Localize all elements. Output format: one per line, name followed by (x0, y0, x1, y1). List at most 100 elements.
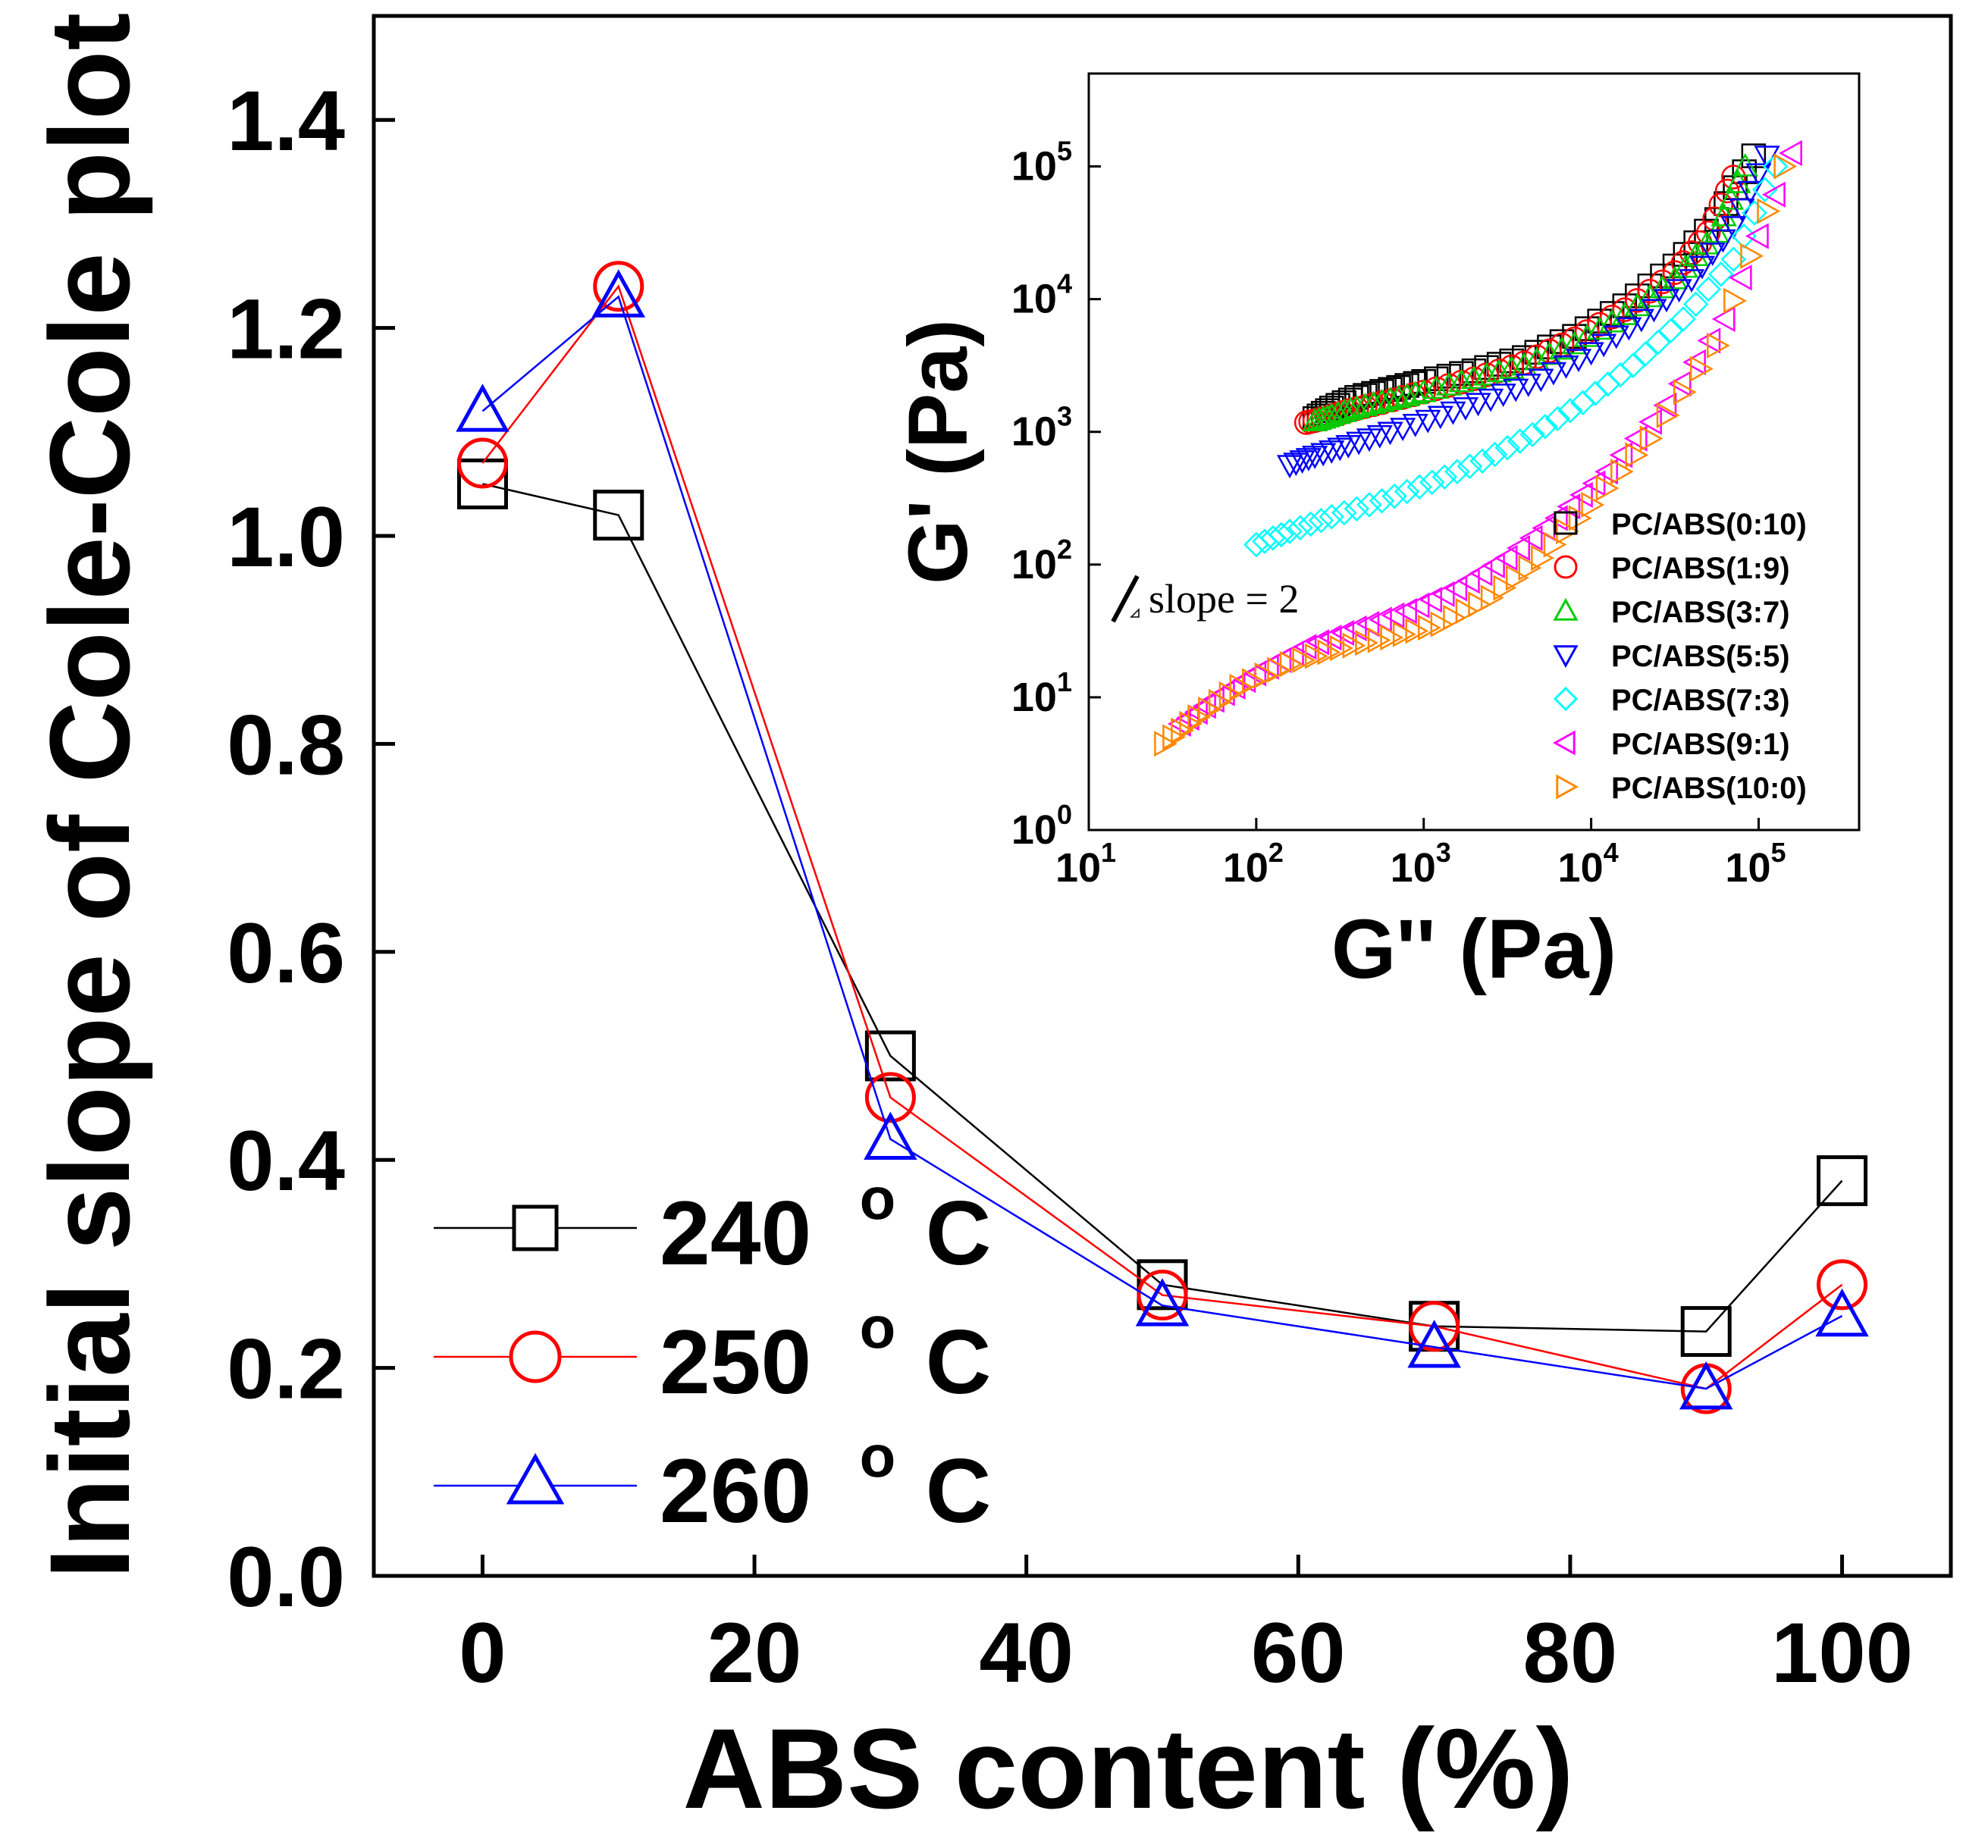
inset-data-point (1431, 581, 1455, 607)
inset-data-point (1229, 673, 1253, 700)
tick-base: 10 (1223, 845, 1268, 891)
inset-data-point (1385, 384, 1412, 409)
inset-data-point (1723, 287, 1747, 314)
inset-data-point (1302, 446, 1328, 469)
data-point (1679, 1361, 1733, 1410)
inset-data-point (1637, 278, 1663, 304)
inset-legend-label: PC/ABS(5:5) (1611, 640, 1790, 673)
inset-chart: G'' (Pa) G' (Pa) 101 102 103 104 10510010110… (892, 72, 1861, 996)
data-point (1409, 1301, 1460, 1352)
inset-data-point (1360, 390, 1387, 415)
inset-data-point (1591, 334, 1617, 358)
inset-data-point (1557, 397, 1583, 424)
inset-data-point (1695, 276, 1721, 302)
inset-data-point (1565, 349, 1592, 373)
inset-data-point (1728, 265, 1752, 291)
data-point (1817, 1155, 1868, 1207)
data-point (1135, 1278, 1190, 1326)
inset-data-point (1624, 293, 1651, 317)
main-y-tick-label: 1.4 (227, 74, 345, 168)
slope-line (1111, 575, 1140, 623)
inset-data-point (1415, 409, 1441, 434)
inset-data-point (1519, 525, 1543, 551)
inset-data-point (1519, 421, 1546, 448)
inset-data-point (1518, 555, 1542, 581)
inset-data-point (1452, 397, 1479, 421)
main-x-tick-label: 40 (979, 1605, 1074, 1700)
slope-triangle-icon (1130, 608, 1140, 618)
inset-data-point (1603, 325, 1629, 349)
inset-data-point (1636, 283, 1663, 308)
inset-y-tick-label: 105 (1011, 136, 1072, 189)
inset-data-point (1616, 317, 1642, 341)
inset-data-point (1543, 531, 1567, 558)
inset-data-point (1679, 269, 1705, 293)
inset-data-point (1308, 507, 1334, 534)
data-point (456, 437, 508, 489)
inset-data-point (1751, 177, 1778, 202)
inset-data-point (1440, 401, 1466, 425)
tick-base: 10 (1011, 144, 1057, 189)
inset-data-point (1650, 269, 1675, 295)
tick-exponent: 2 (1057, 534, 1072, 565)
tick-base: 10 (1011, 807, 1057, 853)
main-x-tick-label: 100 (1771, 1605, 1913, 1700)
inset-data-point (1505, 565, 1529, 591)
inset-x-tick-label: 101 (1055, 837, 1116, 891)
inset-data-point (1369, 388, 1395, 412)
inset-data-point (1319, 440, 1345, 464)
inset-data-point (1469, 560, 1493, 587)
inset-data-point (1515, 374, 1541, 397)
inset-data-point (1710, 229, 1736, 253)
tick-base: 10 (1011, 675, 1057, 720)
legend-label-240: 240 o C (660, 1137, 991, 1284)
legend-marker-square (512, 1204, 559, 1251)
inset-data-point (1682, 291, 1709, 317)
inset-data-point (1673, 379, 1697, 406)
tick-exponent: 5 (1057, 136, 1072, 167)
tick-base: 10 (1055, 845, 1101, 891)
inset-data-point (1682, 349, 1706, 375)
inset-data-point (1480, 584, 1504, 611)
inset-data-point (1179, 710, 1203, 738)
inset-data-point (1342, 632, 1366, 659)
inset-data-point (1732, 152, 1758, 177)
inset-y-tick-label: 101 (1011, 666, 1072, 720)
main-y-tick-label: 0.4 (227, 1113, 345, 1208)
legend-entry-260: 260 o C (434, 1423, 991, 1542)
inset-data-point (1578, 342, 1604, 366)
tick-exponent: 4 (1604, 837, 1619, 868)
inset-legend-label: PC/ABS(10:0) (1611, 772, 1807, 805)
inset-data-point (1431, 464, 1458, 490)
inset-data-point (1493, 575, 1517, 601)
inset-legend-label: PC/ABS(1:9) (1611, 552, 1790, 585)
inset-data-point (1283, 453, 1309, 477)
inset-data-point (1599, 305, 1625, 330)
inset-data-point (1610, 459, 1634, 485)
inset-data-point (1314, 403, 1340, 428)
inset-data-point (1638, 409, 1662, 435)
tick-exponent: 4 (1057, 268, 1072, 299)
inset-data-point (1594, 371, 1621, 397)
inset-data-point (1672, 254, 1698, 278)
inset-data-point (1289, 450, 1315, 474)
inset-legend-marker (1553, 597, 1579, 621)
inset-data-point (1507, 534, 1530, 562)
inset-data-point (1507, 428, 1533, 454)
inset-data-point (1689, 356, 1714, 382)
tick-exponent: 1 (1101, 837, 1116, 868)
inset-plot-frame (1087, 72, 1861, 832)
data-point (1137, 1259, 1188, 1311)
inset-data-point (1667, 371, 1692, 397)
inset-data-point (1455, 597, 1479, 625)
inset-data-point (1742, 200, 1767, 226)
inset-y-axis-label: G' (Pa) (892, 319, 985, 584)
data-point (864, 1072, 916, 1123)
inset-data-point (1268, 522, 1294, 548)
inset-data-point (1430, 611, 1454, 637)
legend-label-250-unit: C (926, 1311, 992, 1413)
inset-data-point (1154, 731, 1177, 757)
main-x-axis-label: ABS content (%) (683, 1705, 1574, 1832)
inset-data-point (1540, 362, 1567, 386)
inset-data-point (1632, 341, 1659, 367)
